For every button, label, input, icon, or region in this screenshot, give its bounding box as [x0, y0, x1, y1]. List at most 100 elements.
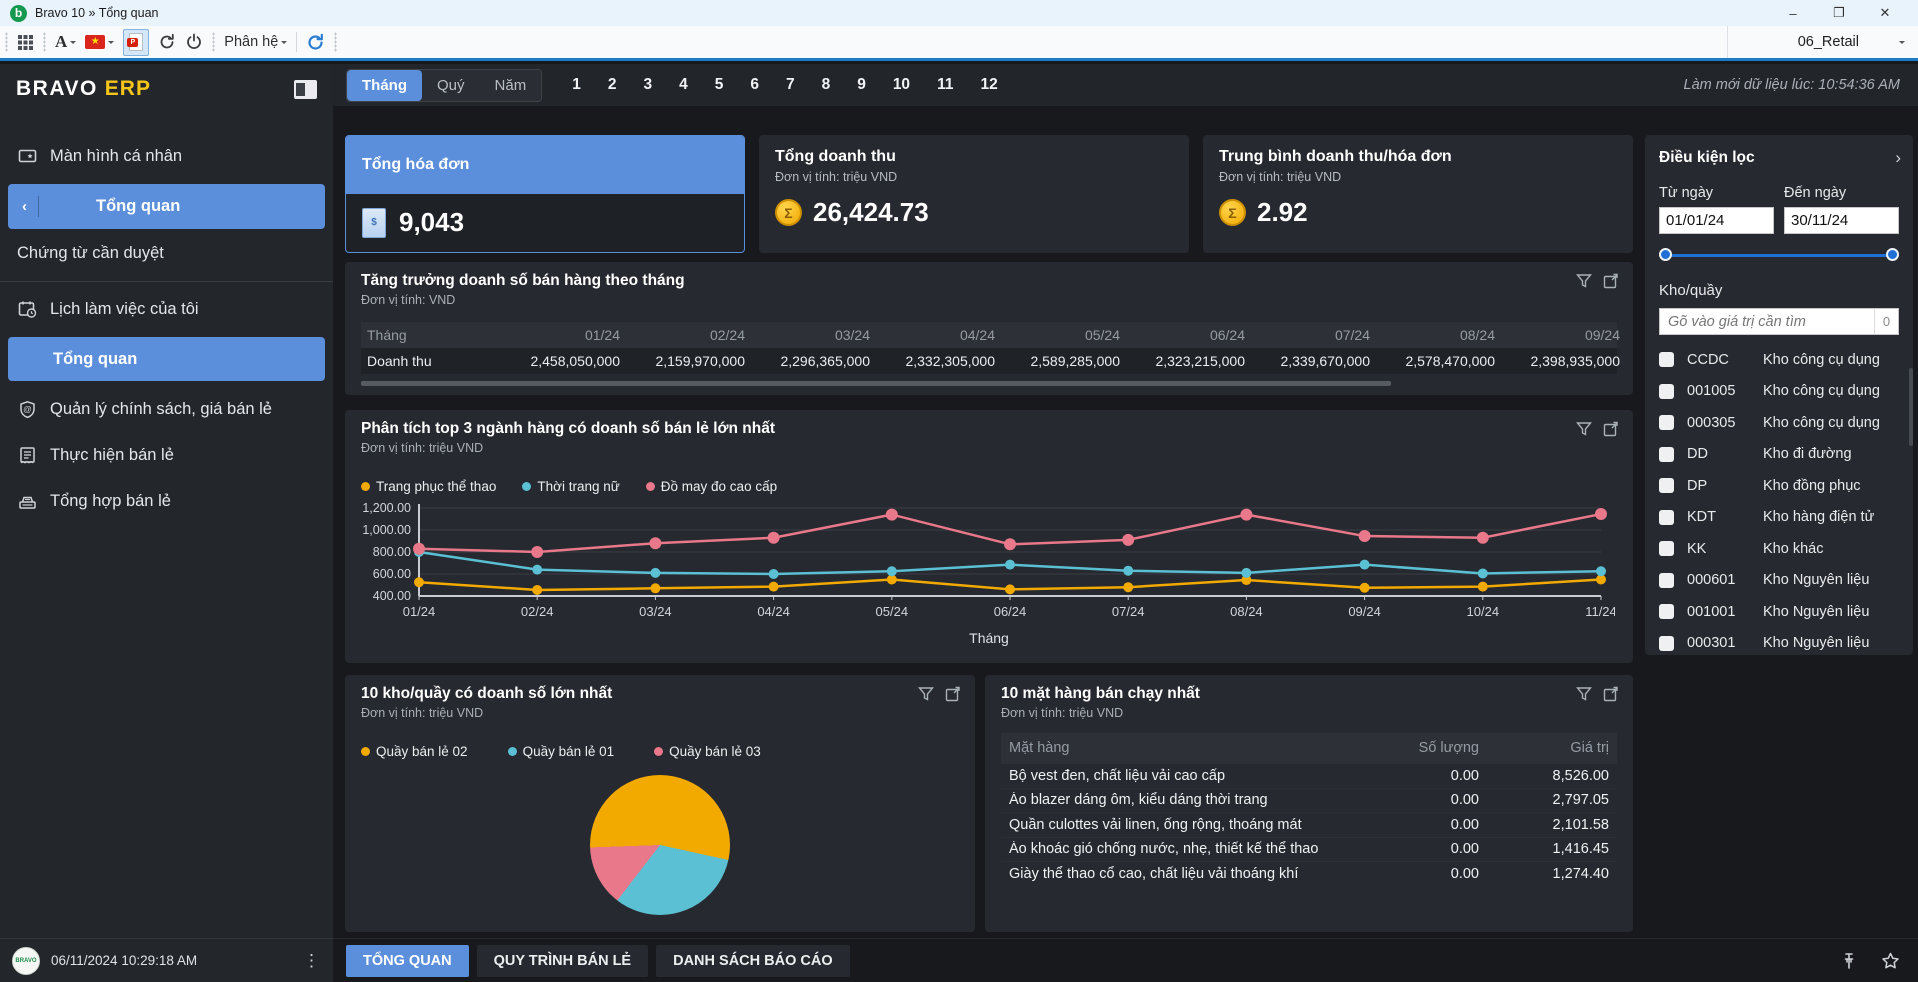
- minimize-button[interactable]: –: [1789, 5, 1797, 21]
- table-row[interactable]: Bộ vest đen, chất liệu vải cao cấp 0.00 8,…: [1001, 763, 1617, 788]
- star-icon[interactable]: [1881, 952, 1900, 970]
- kpi-total-invoices[interactable]: Tổng hóa đơn $ 9,043: [345, 135, 745, 253]
- sidebar-item-my-schedule[interactable]: Lịch làm việc của tôi: [0, 286, 333, 332]
- expand-icon[interactable]: [1603, 686, 1619, 702]
- expand-icon[interactable]: [1603, 421, 1619, 437]
- warehouse-row-DD[interactable]: DD Kho đi đường: [1659, 439, 1913, 471]
- month-tab-2[interactable]: 2: [607, 76, 617, 93]
- warehouse-row-000305[interactable]: 000305 Kho công cụ dụng: [1659, 407, 1913, 439]
- month-tab-6[interactable]: 6: [750, 76, 759, 93]
- avatar[interactable]: BRAVO: [12, 946, 40, 975]
- toolbar-grip[interactable]: [5, 32, 8, 52]
- warehouse-row-000301[interactable]: 000301 Kho Nguyên liệu: [1659, 628, 1913, 656]
- month-tab-7[interactable]: 7: [785, 76, 795, 93]
- to-date-input[interactable]: [1784, 207, 1899, 234]
- bottom-tab-tổng-quan[interactable]: TỔNG QUAN: [346, 944, 469, 977]
- filter-icon[interactable]: [918, 686, 934, 702]
- warehouse-row-001001[interactable]: 001001 Kho Nguyên liệu: [1659, 596, 1913, 628]
- top3-categories-panel: Phân tích top 3 ngành hàng có doanh số b…: [345, 410, 1633, 663]
- sidebar-item-policy-pricing[interactable]: @ Quản lý chính sách, giá bán lẻ: [0, 386, 333, 432]
- sidebar-item-overview[interactable]: Tổng quan: [8, 337, 325, 381]
- warehouse-checkbox[interactable]: [1659, 604, 1674, 620]
- vertical-scrollbar[interactable]: [1909, 368, 1913, 446]
- sidebar-collapse-button[interactable]: [294, 79, 317, 99]
- language-button[interactable]: ★: [85, 35, 115, 49]
- font-button[interactable]: A: [55, 32, 77, 52]
- warehouse-checkbox[interactable]: [1659, 383, 1674, 399]
- legend-item[interactable]: Quầy bán lẻ 03: [654, 744, 761, 759]
- legend-item[interactable]: Quầy bán lẻ 02: [361, 744, 468, 759]
- legend-item[interactable]: Thời trang nữ: [522, 479, 620, 494]
- module-menu-button[interactable]: Phân hệ: [224, 34, 288, 50]
- sidebar-item-retail-summary[interactable]: Tổng hợp bán lẻ: [0, 478, 333, 524]
- toolbar-grip[interactable]: [334, 32, 338, 52]
- legend-item[interactable]: Quầy bán lẻ 01: [507, 744, 614, 759]
- expand-icon[interactable]: [1603, 273, 1619, 289]
- table-row[interactable]: Áo blazer dáng ôm, kiểu dáng thời trang 0…: [1001, 788, 1617, 813]
- restore-button[interactable]: ❐: [1833, 5, 1845, 20]
- warehouse-checkbox[interactable]: [1659, 635, 1674, 651]
- from-date-input[interactable]: [1659, 207, 1774, 234]
- company-selector[interactable]: 06_Retail: [1726, 26, 1913, 58]
- bottom-tab-danh-sách-báo-cáo[interactable]: DANH SÁCH BÁO CÁO: [656, 944, 850, 977]
- expand-icon[interactable]: [945, 686, 961, 702]
- sign-out-button[interactable]: [158, 33, 176, 51]
- toolbar-grip[interactable]: [212, 32, 216, 52]
- slider-handle-left[interactable]: [1659, 248, 1672, 261]
- filter-icon[interactable]: [1576, 273, 1592, 289]
- sidebar-item-documents-to-approve[interactable]: Chứng từ cần duyệt: [17, 244, 164, 262]
- warehouse-checkbox[interactable]: [1659, 509, 1674, 525]
- table-row[interactable]: Quần culottes vải linen, ống rộng, thoán…: [1001, 812, 1617, 837]
- power-button[interactable]: [185, 33, 203, 51]
- kpi-total-revenue[interactable]: Tổng doanh thu Đơn vị tính: triệu VND Σ …: [759, 135, 1189, 253]
- month-tab-9[interactable]: 9: [857, 76, 866, 93]
- collapse-chevron-icon[interactable]: ‹: [20, 196, 39, 217]
- slider-handle-right[interactable]: [1886, 248, 1899, 261]
- table-row[interactable]: Áo khoác gió chống nước, nhẹ, thiết kế t…: [1001, 837, 1617, 862]
- sidebar-item-overview-group[interactable]: ‹ Tổng quan: [8, 184, 325, 229]
- month-tab-3[interactable]: 3: [643, 76, 653, 93]
- month-tab-11[interactable]: 11: [937, 76, 954, 93]
- warehouse-row-000601[interactable]: 000601 Kho Nguyên liệu: [1659, 565, 1913, 597]
- warehouse-checkbox[interactable]: [1659, 572, 1674, 588]
- month-tab-8[interactable]: 8: [821, 76, 831, 93]
- month-tab-5[interactable]: 5: [714, 76, 724, 93]
- warehouse-row-KK[interactable]: KK Kho khác: [1659, 533, 1913, 565]
- warehouse-checkbox[interactable]: [1659, 541, 1674, 557]
- date-range-slider[interactable]: [1659, 248, 1899, 263]
- bottom-tab-quy-trình-bán-lẻ[interactable]: QUY TRÌNH BÁN LẺ: [476, 944, 649, 977]
- warehouse-row-CCDC[interactable]: CCDC Kho công cụ dụng: [1659, 344, 1913, 376]
- warehouse-row-KDT[interactable]: KDT Kho hàng điện tử: [1659, 502, 1913, 534]
- month-tab-12[interactable]: 12: [980, 76, 998, 93]
- horizontal-scrollbar[interactable]: [361, 381, 1391, 386]
- sidebar-item-personal-screen[interactable]: Màn hình cá nhân: [0, 133, 333, 179]
- sidebar-item-retail-execution[interactable]: Thực hiện bán lẻ: [0, 432, 333, 478]
- pin-icon[interactable]: [1841, 952, 1857, 970]
- month-tab-1[interactable]: 1: [572, 76, 581, 93]
- kpi-avg-revenue-per-invoice[interactable]: Trung bình doanh thu/hóa đơn Đơn vị tính…: [1203, 135, 1633, 253]
- collapse-filter-icon[interactable]: ›: [1895, 148, 1901, 167]
- filter-icon[interactable]: [1576, 686, 1592, 702]
- tab-quarter[interactable]: Quý: [437, 76, 465, 94]
- export-pdf-button[interactable]: P: [123, 28, 150, 56]
- warehouse-checkbox[interactable]: [1659, 352, 1674, 368]
- warehouse-checkbox[interactable]: [1659, 478, 1674, 494]
- warehouse-row-DP[interactable]: DP Kho đồng phục: [1659, 470, 1913, 502]
- warehouse-row-001005[interactable]: 001005 Kho công cụ dụng: [1659, 376, 1913, 408]
- filter-icon[interactable]: [1576, 421, 1592, 437]
- close-button[interactable]: ✕: [1879, 5, 1891, 20]
- warehouse-checkbox[interactable]: [1659, 415, 1674, 431]
- tab-month[interactable]: Tháng: [347, 69, 422, 101]
- refresh-button[interactable]: [306, 33, 325, 52]
- legend-item[interactable]: Trang phục thể thao: [361, 479, 496, 494]
- warehouse-search-input[interactable]: [1660, 309, 1874, 334]
- month-tab-10[interactable]: 10: [892, 76, 911, 93]
- app-grid-button[interactable]: [17, 34, 34, 51]
- toolbar-grip[interactable]: [43, 32, 46, 52]
- more-options-icon[interactable]: ⋮: [303, 950, 321, 970]
- table-row[interactable]: Giày thể thao cổ cao, chất liệu vải thoá…: [1001, 861, 1617, 886]
- warehouse-checkbox[interactable]: [1659, 446, 1674, 462]
- month-tab-4[interactable]: 4: [679, 76, 688, 93]
- tab-year[interactable]: Năm: [494, 76, 527, 94]
- legend-item[interactable]: Đồ may đo cao cấp: [645, 479, 777, 494]
